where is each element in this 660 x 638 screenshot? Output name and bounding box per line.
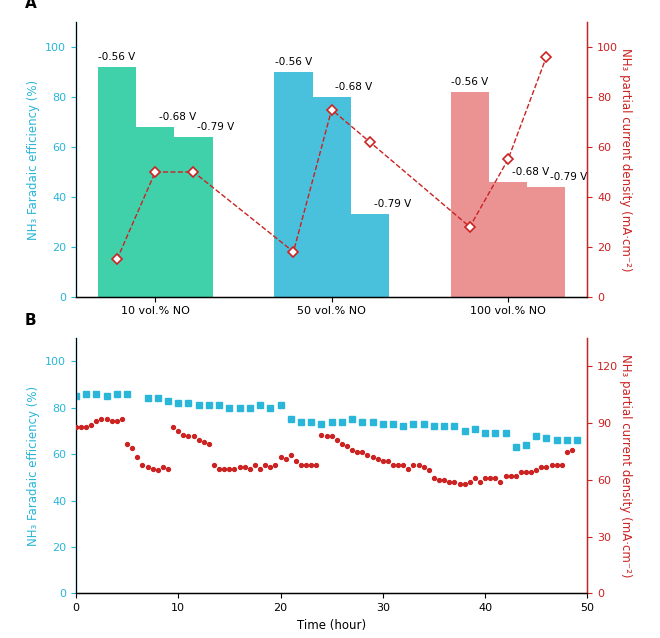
Text: A: A (25, 0, 36, 11)
Bar (350, 214, 389, 297)
Bar (489, 182, 527, 297)
Text: -0.56 V: -0.56 V (98, 52, 136, 63)
Bar (98, 67, 136, 297)
Text: -0.68 V: -0.68 V (512, 167, 549, 177)
Bar (136, 127, 174, 297)
Bar (451, 92, 489, 297)
Y-axis label: NH₃ Faradaic efficiency (%): NH₃ Faradaic efficiency (%) (26, 80, 40, 239)
Text: -0.68 V: -0.68 V (335, 82, 373, 92)
Text: -0.68 V: -0.68 V (159, 112, 196, 122)
Text: -0.56 V: -0.56 V (451, 77, 488, 87)
Bar (313, 97, 350, 297)
Text: -0.79 V: -0.79 V (374, 200, 411, 209)
Text: -0.79 V: -0.79 V (550, 172, 587, 182)
Y-axis label: NH₃ Faradaic efficiency (%): NH₃ Faradaic efficiency (%) (26, 386, 40, 545)
Y-axis label: NH₃ partial current density (mA·cm⁻²): NH₃ partial current density (mA·cm⁻²) (619, 48, 632, 271)
Bar (527, 187, 566, 297)
X-axis label: Time (hour): Time (hour) (297, 619, 366, 632)
Text: -0.56 V: -0.56 V (275, 57, 312, 67)
Text: -0.79 V: -0.79 V (197, 122, 234, 132)
Y-axis label: NH₃ partial current density (mA·cm⁻²): NH₃ partial current density (mA·cm⁻²) (619, 354, 632, 577)
Bar (174, 137, 213, 297)
Bar (275, 72, 313, 297)
Text: B: B (25, 313, 36, 328)
